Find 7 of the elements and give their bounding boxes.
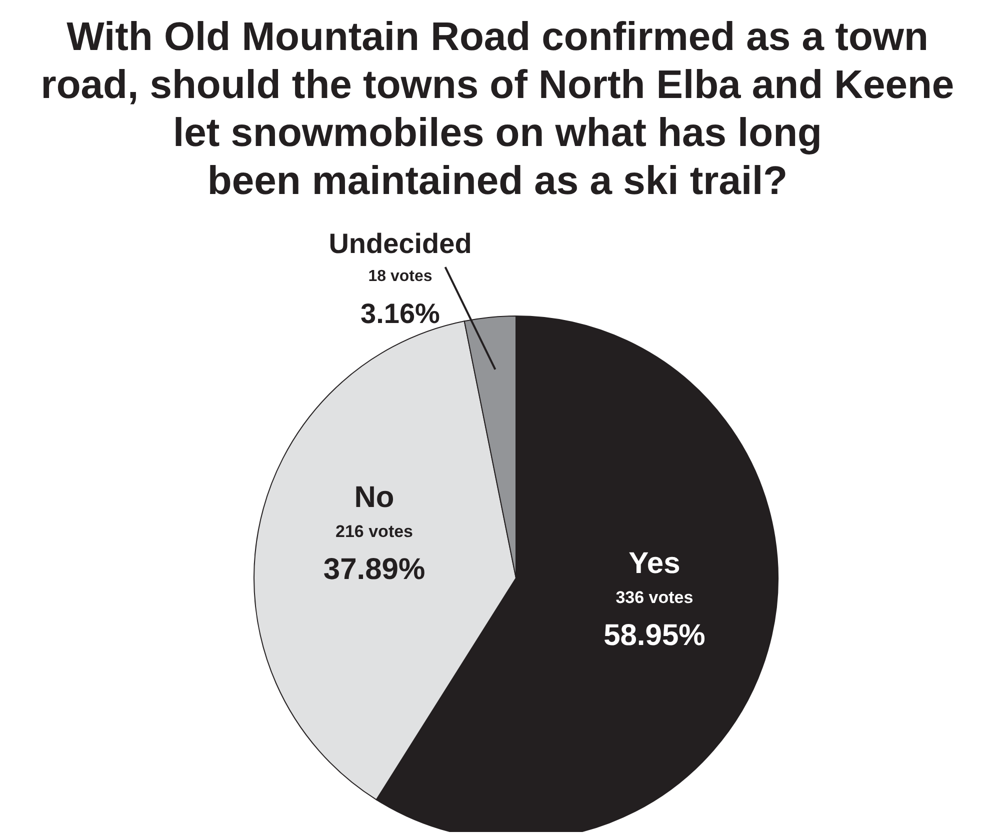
chart-title: With Old Mountain Road confirmed as a town road, should the towns of North Elba and Keene let snowmobiles on what has long been maintained as a ski trail? bbox=[40, 15, 954, 203]
data-label: 216 votes 37.89% bbox=[323, 522, 426, 586]
data-label: 336 votes 58.95% bbox=[604, 588, 706, 652]
slice-label: Undecided bbox=[328, 228, 472, 260]
slice-label: Yes bbox=[628, 546, 680, 580]
data-label: 18 votes 3.16% bbox=[360, 268, 440, 330]
slice-label: No bbox=[354, 480, 394, 514]
